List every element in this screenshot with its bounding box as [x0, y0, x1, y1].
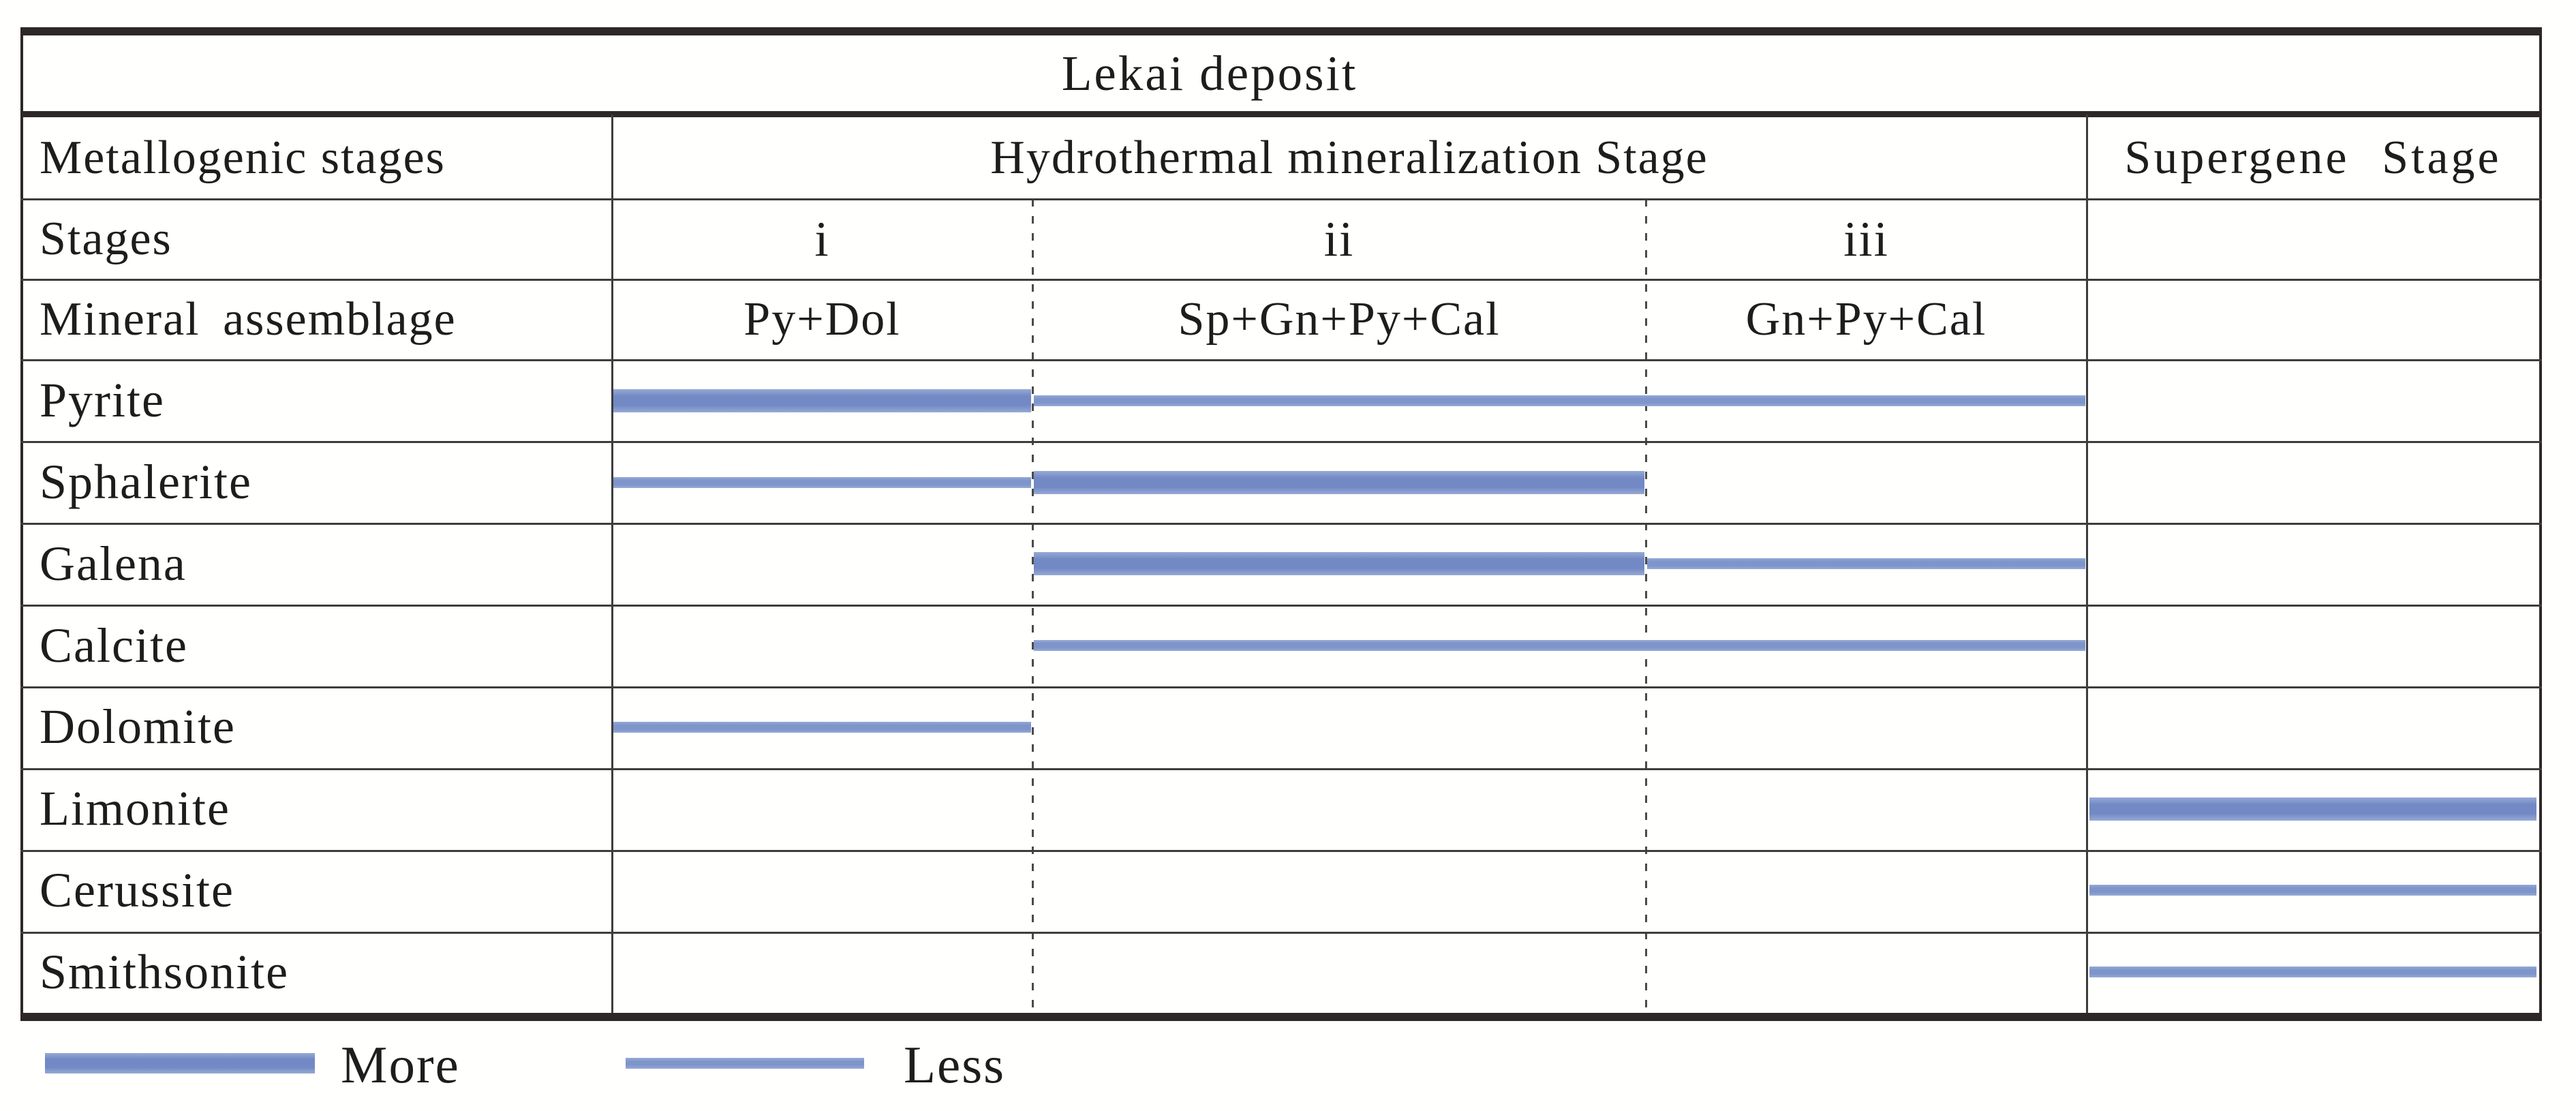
- row-separator-line: [20, 605, 2542, 607]
- mineral-label-dolomite: Dolomite: [40, 699, 236, 755]
- stage-i-label: i: [814, 211, 830, 267]
- legend-less-swatch: [626, 1058, 864, 1069]
- table-top-border: [20, 27, 2542, 35]
- mineral-assemblage-row-label: Mineral assemblage: [40, 293, 457, 346]
- bar-galena-less: [1647, 558, 2085, 570]
- row-separator-line: [20, 932, 2542, 934]
- supergene-column-divider: [2086, 115, 2088, 1013]
- bar-cerussite-less: [2089, 885, 2536, 896]
- mineral-label-calcite: Calcite: [40, 618, 188, 673]
- bar-galena-more: [1034, 552, 1644, 576]
- legend-more-label: More: [341, 1035, 460, 1094]
- bar-pyrite-less: [1034, 395, 2085, 406]
- legend-more-swatch: [45, 1053, 315, 1074]
- hydrothermal-stage-header: Hydrothermal mineralization Stage: [990, 132, 1708, 184]
- legend-less-label: Less: [904, 1035, 1006, 1094]
- row-separator-line: [20, 198, 2542, 200]
- stage-iii-label: iii: [1843, 211, 1889, 267]
- bar-limonite-more: [2089, 797, 2536, 821]
- metallogenic-stages-header: Metallogenic stages: [40, 132, 446, 184]
- bar-sphalerite-more: [1034, 470, 1644, 494]
- mineral-label-cerussite: Cerussite: [40, 862, 234, 917]
- mineral-label-galena: Galena: [40, 536, 187, 591]
- bar-smithsonite-less: [2089, 967, 2536, 978]
- row-separator-line: [20, 523, 2542, 525]
- mineral-label-pyrite: Pyrite: [40, 373, 165, 428]
- bar-pyrite-more: [613, 389, 1031, 412]
- supergene-stage-header: Supergene Stage: [2124, 132, 2502, 184]
- assemblage-stage-i: Py+Dol: [743, 293, 901, 346]
- row-separator-line: [20, 768, 2542, 770]
- assemblage-stage-ii: Sp+Gn+Py+Cal: [1178, 293, 1501, 346]
- stages-row-label: Stages: [40, 213, 172, 265]
- mineral-label-smithsonite: Smithsonite: [40, 944, 290, 999]
- mineral-label-sphalerite: Sphalerite: [40, 455, 252, 510]
- table-title-separator: [20, 111, 2542, 117]
- table-bottom-border: [20, 1013, 2542, 1021]
- bar-calcite-less: [1034, 640, 2085, 652]
- row-separator-line: [20, 279, 2542, 281]
- bar-dolomite-less: [613, 721, 1031, 733]
- label-column-divider: [611, 115, 613, 1013]
- figure-title: Lekai deposit: [1061, 45, 1358, 101]
- row-separator-line: [20, 359, 2542, 361]
- row-separator-line: [20, 850, 2542, 852]
- mineral-label-limonite: Limonite: [40, 781, 230, 836]
- stage-ii-label: ii: [1323, 211, 1355, 267]
- row-separator-line: [20, 686, 2542, 688]
- bar-sphalerite-less: [613, 476, 1031, 488]
- assemblage-stage-iii: Gn+Py+Cal: [1745, 293, 1987, 346]
- row-separator-line: [20, 441, 2542, 443]
